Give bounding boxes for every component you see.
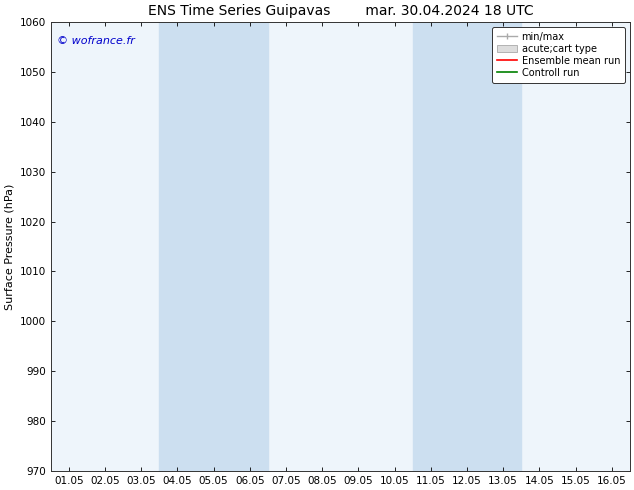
Title: ENS Time Series Guipavas        mar. 30.04.2024 18 UTC: ENS Time Series Guipavas mar. 30.04.2024…	[148, 4, 533, 18]
Y-axis label: Surface Pressure (hPa): Surface Pressure (hPa)	[4, 183, 14, 310]
Legend: min/max, acute;cart type, Ensemble mean run, Controll run: min/max, acute;cart type, Ensemble mean …	[493, 27, 625, 82]
Bar	[413, 22, 521, 471]
Bar	[159, 22, 268, 471]
Text: © wofrance.fr: © wofrance.fr	[56, 36, 134, 46]
